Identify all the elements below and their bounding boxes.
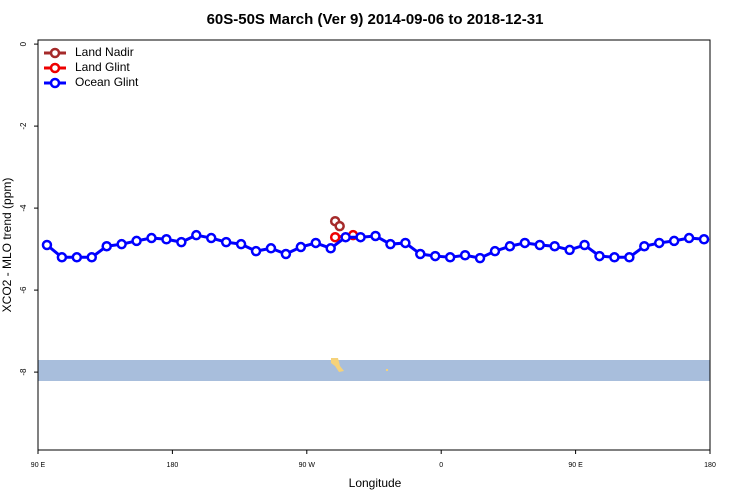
point	[340, 231, 351, 243]
y-axis-label: XCO2 - MLO trend (ppm)	[0, 178, 14, 313]
legend-label: Ocean Glint	[75, 75, 139, 89]
x-tick-label: 0	[439, 462, 443, 469]
x-axis-label: Longitude	[349, 476, 402, 490]
point	[116, 238, 127, 250]
point	[549, 240, 560, 252]
point	[295, 241, 307, 253]
y-tick-label: -2	[19, 122, 28, 130]
point	[86, 252, 98, 263]
point	[444, 252, 456, 263]
point	[683, 232, 695, 244]
point	[101, 240, 112, 252]
legend-label: Land Glint	[75, 60, 130, 74]
point	[653, 237, 665, 249]
point	[161, 234, 172, 245]
point	[220, 236, 232, 248]
point	[489, 245, 501, 257]
point	[698, 234, 710, 245]
point	[594, 250, 605, 262]
legend-label: Land Nadir	[75, 45, 134, 59]
y-tick-label: -8	[19, 368, 28, 376]
point	[280, 248, 292, 260]
point	[329, 231, 341, 243]
point	[400, 237, 411, 249]
y-tick-label: 0	[19, 41, 28, 46]
point	[191, 229, 202, 241]
x-tick-label: 90 W	[299, 462, 316, 469]
legend-swatch	[49, 77, 61, 89]
y-tick-label: -6	[19, 286, 28, 294]
point	[325, 243, 336, 254]
land-patch	[386, 369, 388, 371]
plot-frame	[37, 39, 711, 451]
chart-title: 60S-50S March (Ver 9) 2014-09-06 to 2018…	[207, 11, 544, 28]
point	[71, 252, 83, 263]
point	[639, 240, 650, 252]
point	[235, 238, 247, 250]
point	[176, 236, 187, 248]
point	[265, 243, 277, 254]
point	[474, 252, 486, 264]
x-tick-label: 90 E	[568, 462, 583, 469]
point	[459, 250, 471, 261]
x-tick-label: 180	[167, 462, 179, 469]
point	[370, 230, 381, 242]
point	[564, 244, 575, 256]
land-patch	[331, 358, 344, 372]
x-tick-label: 180	[704, 462, 716, 469]
point	[250, 245, 262, 257]
legend-swatch	[49, 47, 61, 59]
point	[609, 252, 620, 263]
map-band	[38, 360, 710, 381]
point	[579, 239, 590, 251]
point	[310, 237, 322, 249]
point	[385, 238, 396, 250]
point	[534, 239, 546, 251]
point	[415, 248, 426, 260]
point	[429, 250, 441, 262]
x-tick-label: 90 E	[31, 462, 46, 469]
legend-swatch	[49, 62, 61, 74]
point	[56, 252, 68, 263]
point	[131, 235, 142, 247]
point	[668, 235, 680, 247]
point	[504, 240, 516, 252]
point	[355, 231, 366, 243]
point	[146, 232, 157, 244]
point	[519, 237, 531, 249]
point	[624, 252, 635, 263]
point	[205, 232, 217, 244]
y-tick-label: -4	[19, 204, 28, 212]
point	[334, 220, 345, 232]
point	[41, 239, 53, 251]
